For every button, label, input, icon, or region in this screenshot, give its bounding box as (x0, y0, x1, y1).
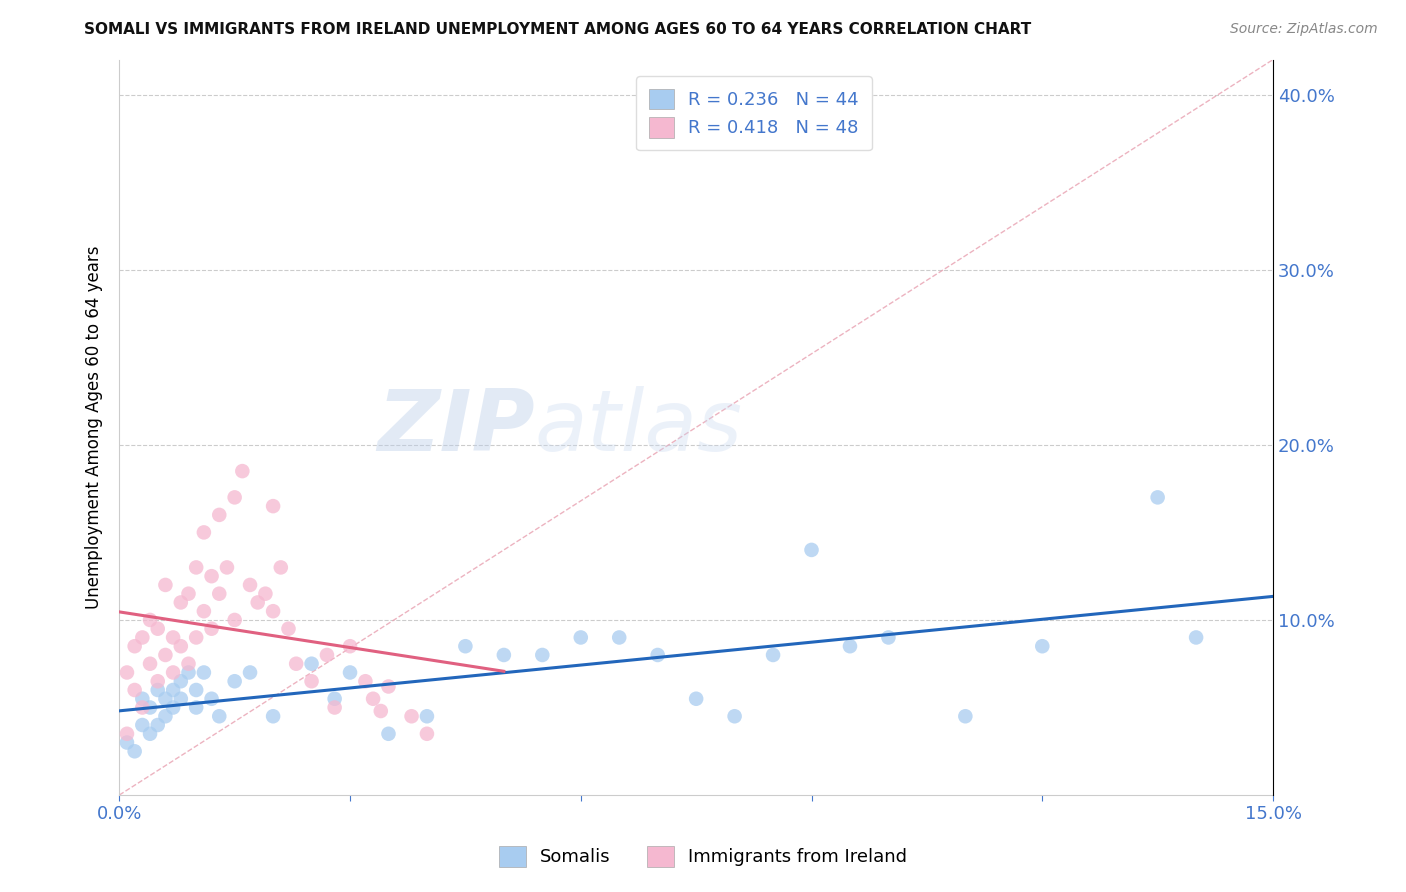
Point (162, 631, 184, 645)
Point (139, 727, 162, 741)
Point (569, 631, 592, 645)
Point (170, 595, 193, 609)
Point (193, 525, 215, 540)
Point (270, 560, 292, 574)
Point (246, 595, 269, 609)
Point (262, 709, 284, 723)
Point (224, 613, 246, 627)
Point (254, 587, 277, 601)
Point (186, 683, 208, 698)
Point (647, 648, 669, 662)
Point (377, 680, 399, 694)
Point (186, 700, 208, 714)
Point (146, 622, 169, 636)
Point (685, 691, 707, 706)
Point (193, 665, 215, 680)
Point (131, 700, 153, 714)
Point (186, 560, 208, 574)
Point (723, 709, 745, 723)
Text: Source: ZipAtlas.com: Source: ZipAtlas.com (1230, 22, 1378, 37)
Point (339, 665, 361, 680)
Point (170, 674, 193, 689)
Point (170, 691, 193, 706)
Point (224, 491, 246, 505)
Point (301, 674, 323, 689)
Point (454, 639, 477, 653)
Point (155, 709, 177, 723)
Point (162, 665, 184, 680)
Point (146, 674, 169, 689)
Point (339, 639, 361, 653)
Point (800, 542, 823, 557)
Point (193, 604, 215, 618)
Point (607, 631, 630, 645)
Point (131, 631, 153, 645)
Point (416, 709, 439, 723)
Point (370, 704, 392, 718)
Point (1185, 631, 1208, 645)
Point (200, 569, 222, 583)
Point (377, 727, 399, 741)
Point (170, 639, 193, 653)
Legend: Somalis, Immigrants from Ireland: Somalis, Immigrants from Ireland (491, 838, 915, 874)
Point (285, 657, 308, 671)
Point (177, 665, 200, 680)
Point (124, 744, 146, 758)
Point (139, 700, 162, 714)
Text: SOMALI VS IMMIGRANTS FROM IRELAND UNEMPLOYMENT AMONG AGES 60 TO 64 YEARS CORRELA: SOMALI VS IMMIGRANTS FROM IRELAND UNEMPL… (84, 22, 1032, 37)
Point (323, 691, 346, 706)
Point (301, 657, 323, 671)
Point (155, 648, 177, 662)
Point (208, 587, 231, 601)
Point (162, 700, 184, 714)
Point (316, 648, 339, 662)
Point (323, 700, 346, 714)
Point (239, 578, 262, 592)
Point (155, 691, 177, 706)
Point (231, 464, 253, 478)
Text: ZIP: ZIP (377, 386, 534, 469)
Point (200, 622, 222, 636)
Point (839, 639, 862, 653)
Point (531, 648, 554, 662)
Point (146, 718, 169, 732)
Point (955, 709, 977, 723)
Point (146, 683, 169, 698)
Point (177, 587, 200, 601)
Point (1146, 491, 1168, 505)
Point (155, 578, 177, 592)
Point (131, 718, 153, 732)
Point (186, 631, 208, 645)
Point (215, 560, 238, 574)
Point (208, 508, 231, 522)
Point (416, 727, 439, 741)
Point (139, 657, 162, 671)
Point (162, 683, 184, 698)
Point (139, 613, 162, 627)
Point (115, 665, 138, 680)
Point (401, 709, 423, 723)
Point (200, 691, 222, 706)
Point (354, 674, 377, 689)
Point (361, 691, 384, 706)
Point (124, 639, 146, 653)
Point (239, 665, 262, 680)
Point (115, 735, 138, 749)
Point (124, 683, 146, 698)
Point (262, 499, 284, 513)
Y-axis label: Unemployment Among Ages 60 to 64 years: Unemployment Among Ages 60 to 64 years (86, 245, 103, 609)
Point (277, 622, 299, 636)
Point (208, 709, 231, 723)
Point (492, 648, 515, 662)
Point (115, 727, 138, 741)
Point (177, 657, 200, 671)
Legend: R = 0.236   N = 44, R = 0.418   N = 48: R = 0.236 N = 44, R = 0.418 N = 48 (636, 76, 872, 150)
Point (762, 648, 785, 662)
Point (877, 631, 900, 645)
Point (131, 691, 153, 706)
Point (224, 674, 246, 689)
Text: atlas: atlas (534, 386, 742, 469)
Point (262, 604, 284, 618)
Point (1031, 639, 1053, 653)
